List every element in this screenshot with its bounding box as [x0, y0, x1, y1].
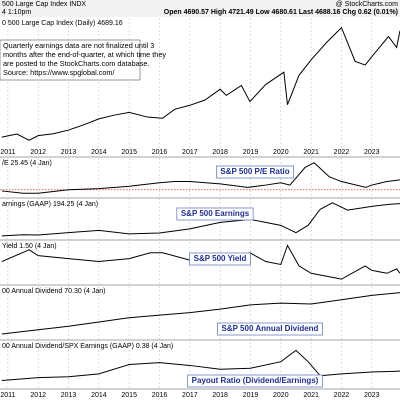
x-tick-label: 2017 — [182, 392, 198, 399]
x-tick-label: 2013 — [61, 392, 77, 399]
x-tick-label: 2020 — [273, 392, 289, 399]
time: 4 1:10pm — [2, 9, 31, 16]
x-tick-label: 2023 — [364, 392, 380, 399]
panel-label: 0 500 Large Cap Index (Daily) 4689.16 — [2, 20, 123, 27]
x-tick-label: 2016 — [152, 392, 168, 399]
series-line — [1, 162, 400, 194]
symbol: 500 Large Cap Index INDX — [2, 1, 86, 8]
x-tick-label: 2018 — [212, 149, 228, 156]
x-tick-label: 2011 — [0, 149, 15, 156]
x-tick-label: 2015 — [121, 149, 137, 156]
panel-label: /E 25.45 (4 Jan) — [2, 160, 52, 167]
panel-label: arnings (GAAP) 194.25 (4 Jan) — [2, 201, 98, 208]
title-box — [217, 322, 323, 336]
header-bar — [0, 0, 400, 17]
x-tick-label: 2018 — [212, 392, 228, 399]
x-tick-label: 2021 — [303, 149, 319, 156]
panel-title: S&P 500 Yield — [194, 254, 247, 263]
x-tick-label: 2017 — [182, 149, 198, 156]
x-tick-label: 2022 — [334, 392, 350, 399]
credit: @ StockCharts.com — [336, 1, 399, 8]
annotation-box — [0, 39, 141, 81]
x-tick-label: 2022 — [334, 149, 350, 156]
annotation: Source: https://www.spglobal.com/ — [3, 68, 116, 77]
panel-title: S&P 500 Earnings — [181, 209, 250, 218]
x-tick-label: 2021 — [303, 392, 319, 399]
series-line — [1, 244, 400, 280]
annotation: Quarterly earnings data are not finalize… — [3, 41, 154, 50]
title-box — [176, 207, 254, 221]
panel-label: Yield 1.50 (4 Jan) — [2, 243, 57, 250]
x-tick-label: 2019 — [243, 392, 259, 399]
quote: Open 4690.57 High 4721.49 Low 4680.61 La… — [164, 9, 398, 16]
annotation: are posted to the StockCharts.com databa… — [3, 59, 149, 68]
x-tick-label: 2012 — [30, 149, 46, 156]
panel-title: Payout Ratio (Dividend/Earnings) — [192, 376, 319, 385]
panel-title: S&P 500 Annual Dividend — [222, 324, 319, 333]
x-tick-label: 2013 — [61, 149, 77, 156]
x-tick-label: 2019 — [243, 149, 259, 156]
x-tick-label: 2020 — [273, 149, 289, 156]
title-box — [215, 165, 295, 179]
x-tick-label: 2015 — [121, 392, 137, 399]
panel-label: 00 Annual Dividend 70.30 (4 Jan) — [2, 288, 106, 295]
x-tick-label: 2016 — [152, 149, 168, 156]
x-tick-label: 2011 — [0, 392, 15, 399]
x-tick-label: 2014 — [91, 392, 107, 399]
series-line — [1, 26, 400, 141]
annotation: months after the end-of-quarter, at whic… — [3, 50, 166, 59]
series-line — [1, 292, 400, 335]
panel-title: S&P 500 P/E Ratio — [220, 167, 289, 176]
series-line — [1, 349, 400, 381]
x-tick-label: 2012 — [30, 392, 46, 399]
title-box — [187, 374, 323, 388]
x-tick-label: 2023 — [364, 149, 380, 156]
x-tick-label: 2014 — [91, 149, 107, 156]
title-box — [189, 252, 251, 266]
panel-label: 00 Annual Dividend/SPX Earnings (GAAP) 0… — [2, 343, 173, 350]
